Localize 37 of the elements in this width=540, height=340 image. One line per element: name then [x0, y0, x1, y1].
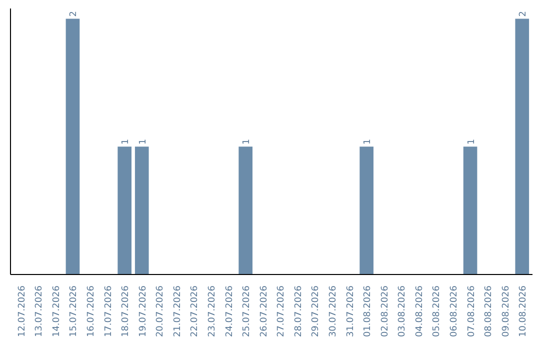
x-tick-label: 07.08.2026: [466, 285, 477, 338]
x-tick-label: 24.07.2026: [224, 285, 235, 338]
data-label: 1: [363, 138, 374, 145]
x-tick-label: 06.08.2026: [449, 285, 460, 338]
x-tick-label: 29.07.2026: [311, 285, 322, 338]
x-tick-label: 03.08.2026: [398, 285, 408, 338]
x-tick-label: 21.07.2026: [172, 285, 183, 338]
x-tick-label: 14.07.2026: [52, 285, 62, 338]
x-tick-label: 13.07.2026: [34, 285, 45, 338]
x-tick-label: 28.07.2026: [294, 285, 304, 338]
x-tick-label: 12.07.2026: [17, 285, 28, 338]
data-label: 1: [242, 138, 252, 145]
x-tick-label: 10.08.2026: [518, 285, 529, 338]
x-tick-label: 18.07.2026: [121, 285, 132, 338]
x-tick-label: 01.08.2026: [363, 285, 374, 338]
data-label: 1: [138, 138, 148, 145]
x-tick-label: 27.07.2026: [276, 285, 287, 338]
x-tick-label: 31.07.2026: [346, 285, 356, 338]
x-tick-label: 17.07.2026: [104, 285, 114, 338]
x-tick-label: 05.08.2026: [432, 285, 442, 338]
data-label: 2: [518, 10, 529, 17]
x-tick-label: 30.07.2026: [328, 285, 338, 338]
x-tick-label: 08.08.2026: [484, 285, 494, 338]
x-tick-label: 22.07.2026: [190, 285, 200, 338]
x-tick-label: 04.08.2026: [414, 285, 425, 338]
x-tick-label: 25.07.2026: [242, 285, 252, 338]
x-tick-label: 23.07.2026: [208, 285, 218, 338]
data-label: 1: [466, 138, 477, 145]
x-tick-label: 16.07.2026: [86, 285, 97, 338]
data-label: 2: [69, 10, 80, 17]
x-tick-label: 19.07.2026: [138, 285, 148, 338]
x-tick-label: 26.07.2026: [259, 285, 270, 338]
data-label: 1: [121, 138, 132, 145]
x-tick-label: 02.08.2026: [380, 285, 390, 338]
x-tick-label: 20.07.2026: [156, 285, 166, 338]
x-tick-label: 15.07.2026: [69, 285, 80, 338]
x-tick-label: 09.08.2026: [501, 285, 512, 338]
